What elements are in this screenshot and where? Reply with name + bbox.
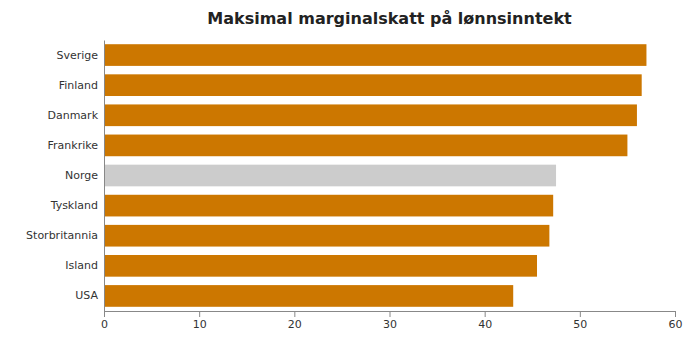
tick: Tyskland xyxy=(50,199,98,212)
tick-label: Island xyxy=(65,259,98,272)
tick-label: Finland xyxy=(59,79,98,92)
bar xyxy=(104,225,549,247)
bar xyxy=(104,195,553,217)
bar xyxy=(104,104,637,126)
tick-mark xyxy=(580,311,581,317)
plot: 0 10 20 30 40 50 60 Sverige Finland Danmark Frankr… xyxy=(26,41,682,331)
bars xyxy=(104,44,646,307)
bar xyxy=(104,44,646,66)
tick: 30 xyxy=(383,311,397,331)
tick: Frankrike xyxy=(48,139,99,152)
axis-line xyxy=(104,41,105,312)
tick-label: 10 xyxy=(193,318,207,331)
bar xyxy=(104,255,537,277)
title: Maksimal marginalskatt på lønnsinntekt xyxy=(207,9,572,28)
tick-label: 50 xyxy=(573,318,587,331)
tick-mark xyxy=(390,311,391,317)
tick: USA xyxy=(75,289,98,302)
tick-mark xyxy=(485,311,486,317)
tick-label: 60 xyxy=(669,318,683,331)
tick: 0 xyxy=(101,311,108,331)
tick-label: Frankrike xyxy=(48,139,99,152)
bar xyxy=(104,74,642,96)
tick-label: Tyskland xyxy=(50,199,98,212)
tick: Norge xyxy=(65,169,98,182)
tick-label: 0 xyxy=(101,318,108,331)
tick: Storbritannia xyxy=(26,229,98,242)
tick-mark xyxy=(675,311,676,317)
axis-line xyxy=(105,312,676,318)
tick-label: 40 xyxy=(478,318,492,331)
bar xyxy=(104,285,513,307)
tick-label: Danmark xyxy=(47,109,98,122)
tick-label: Norge xyxy=(65,169,98,182)
y-axis: Sverige Finland Danmark Frankrike Norge Tyskl… xyxy=(26,41,104,312)
bar xyxy=(104,135,627,157)
tick: Sverige xyxy=(56,49,98,62)
tick: 60 xyxy=(669,311,683,331)
tick: 50 xyxy=(573,311,587,331)
bar xyxy=(104,165,556,187)
tick-mark xyxy=(294,311,295,317)
tick-label: USA xyxy=(75,289,98,302)
tick-label: 20 xyxy=(288,318,302,331)
tick: 40 xyxy=(478,311,492,331)
tick: 20 xyxy=(288,311,302,331)
tick: 10 xyxy=(193,311,207,331)
tick-label: 30 xyxy=(383,318,397,331)
x-axis: 0 10 20 30 40 50 60 xyxy=(101,311,683,331)
tick-mark xyxy=(104,311,105,317)
tick: Island xyxy=(65,259,98,272)
tick-label: Sverige xyxy=(56,49,98,62)
tick-label: Storbritannia xyxy=(26,229,98,242)
tick-mark xyxy=(199,311,200,317)
chart: 0 10 20 30 40 50 60 Sverige Finland Danmark Frankr… xyxy=(0,0,699,341)
tick: Danmark xyxy=(47,109,98,122)
tick: Finland xyxy=(59,79,98,92)
